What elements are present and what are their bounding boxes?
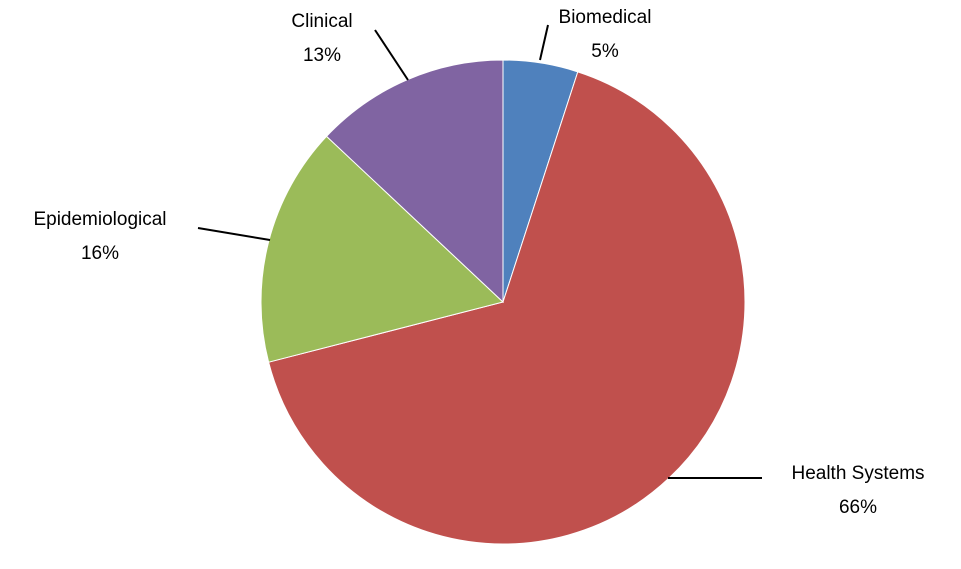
value-label: 16% bbox=[81, 243, 119, 264]
value-label: 66% bbox=[839, 497, 877, 518]
slice-label: Clinical bbox=[291, 11, 352, 32]
value-label: 5% bbox=[591, 41, 619, 62]
value-label: 13% bbox=[303, 45, 341, 66]
pie-slice bbox=[260, 135, 505, 363]
slice-label: Health Systems bbox=[791, 463, 924, 484]
slice-label: Epidemiological bbox=[33, 209, 166, 230]
leader-line bbox=[539, 24, 549, 61]
leader-line bbox=[374, 29, 409, 81]
leader-line bbox=[197, 227, 271, 241]
slice-label: Biomedical bbox=[559, 7, 652, 28]
